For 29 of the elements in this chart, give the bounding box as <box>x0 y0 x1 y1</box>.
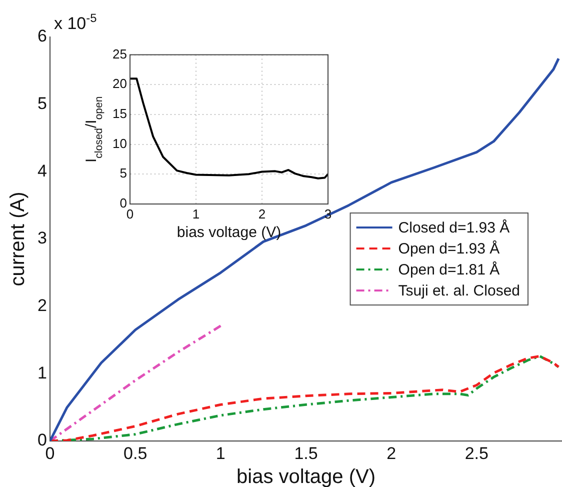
y-tick-label: 10 <box>112 136 127 151</box>
y-tick-label: 15 <box>112 106 127 122</box>
y-tick-label: 5 <box>120 166 127 181</box>
y-axis-title: current (A) <box>7 192 29 286</box>
y-tick-label: 6 <box>38 26 47 46</box>
x-tick-label: 0.5 <box>124 444 148 463</box>
x-tick-label: 2 <box>386 444 396 463</box>
legend-label: Open d=1.93 Å <box>398 240 500 258</box>
x-tick-label: 1 <box>192 206 200 222</box>
x-tick-label: 1.5 <box>294 444 318 463</box>
line-series <box>50 324 222 441</box>
y-axis-title: Iclosed/Iopen <box>83 96 105 163</box>
legend-label: Closed d=1.93 Å <box>398 218 510 237</box>
y-tick-label: 20 <box>112 76 127 92</box>
y-tick-label: 5 <box>38 94 47 114</box>
y-tick-label: 4 <box>38 161 47 180</box>
x-axis-title: bias voltage (V) <box>176 224 282 241</box>
y-tick-label: 0 <box>38 430 47 450</box>
x-axis-title: bias voltage (V) <box>236 466 376 487</box>
y-tick-label: 3 <box>38 228 47 248</box>
y-tick-label: 2 <box>38 296 47 316</box>
y-tick-label: 1 <box>38 363 47 382</box>
y-tick-label: 0 <box>120 196 127 211</box>
legend-label: Open d=1.81 Å <box>398 260 500 279</box>
y-tick-label: 25 <box>112 46 127 62</box>
x-tick-label: 2.5 <box>464 444 488 463</box>
x-tick-label: 2 <box>258 206 266 222</box>
x-tick-label: 1 <box>216 444 226 463</box>
legend-label: Tsuji et. al. Closed <box>398 282 520 300</box>
